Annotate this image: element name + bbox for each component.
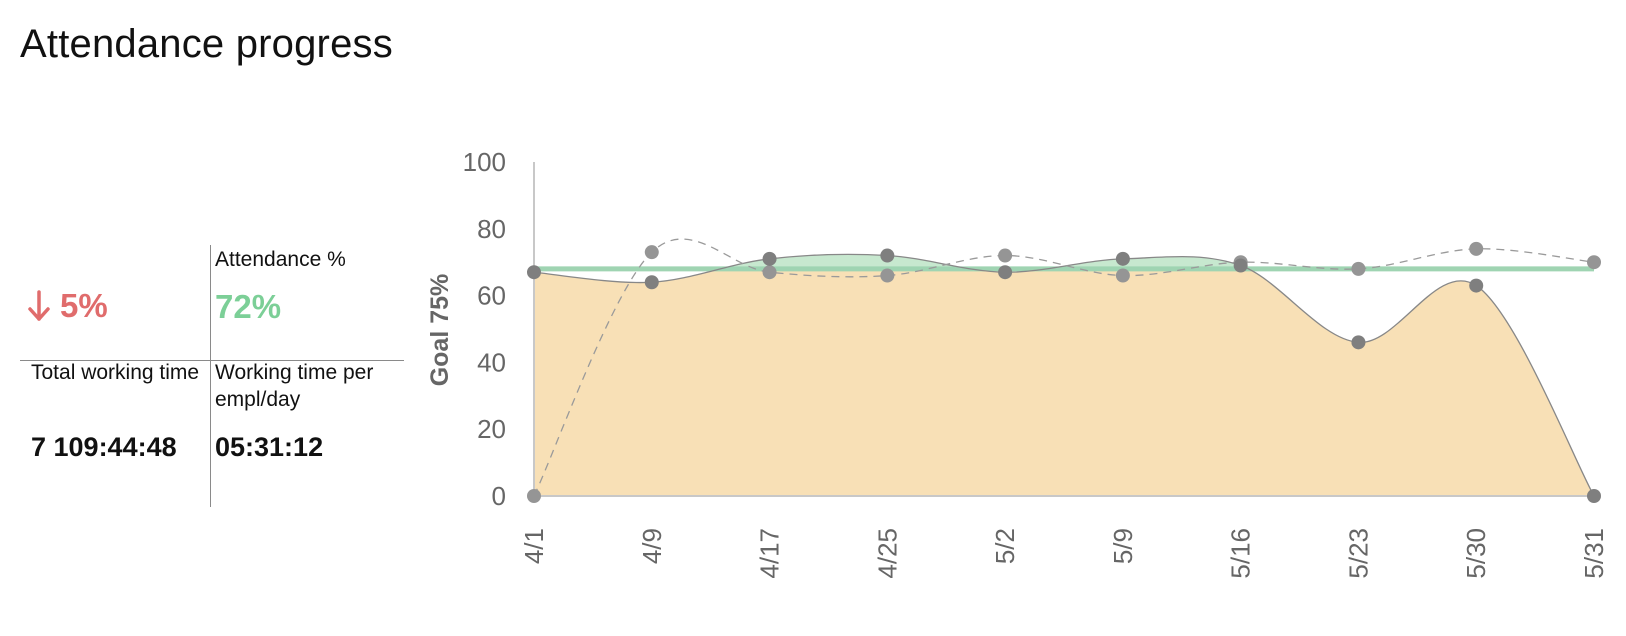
point-actual-4/9 [644,275,659,290]
point-comparison-5/30 [1469,241,1484,256]
per-day-value: 05:31:12 [215,432,324,462]
area-actual [534,254,1594,496]
kpi-vertical-divider [210,245,211,507]
series-comparison-line [533,238,1595,497]
kpi-panel: 5% Attendance % 72% Total working time 7… [20,245,404,507]
x-tick-label: 5/31 [1579,528,1609,579]
attendance-value: 72% [215,288,282,325]
x-tick-label: 5/16 [1226,528,1256,579]
series-actual-line [533,253,1595,497]
kpi-horizontal-divider [20,360,404,361]
point-comparison-5/2 [998,248,1013,263]
point-comparison-4/17 [762,265,777,280]
point-comparison-5/31 [1587,255,1601,270]
x-tick-label: 5/9 [1108,528,1138,564]
point-comparison-4/9 [644,245,659,260]
attendance-label: Attendance % [215,248,346,271]
change-trend: 5% [28,287,108,325]
total-working-time-value: 7 109:44:48 [31,432,177,462]
y-tick-label: 60 [477,281,506,311]
point-actual-5/23 [1351,335,1366,350]
x-tick-label: 5/23 [1343,528,1373,579]
point-comparison-5/23 [1351,261,1366,276]
x-tick-label: 4/17 [755,528,785,579]
point-actual-5/9 [1115,251,1130,266]
y-tick-label: 20 [477,414,506,444]
point-actual-5/30 [1469,278,1484,293]
point-actual-4/17 [762,251,777,266]
point-comparison-4/25 [880,268,895,283]
y-axis-title: Goal 75% [426,274,454,387]
x-tick-label: 5/30 [1461,528,1491,579]
point-actual-5/2 [998,265,1013,280]
y-tick-label: 80 [477,214,506,244]
y-tick-label: 0 [492,481,506,511]
point-comparison-4/1 [527,489,541,503]
arrow-down-icon [28,290,50,322]
point-actual-5/31 [1587,489,1601,503]
x-tick-label: 4/1 [519,528,549,564]
point-actual-5/16 [1233,258,1248,273]
y-tick-label: 100 [463,147,506,177]
point-actual-4/25 [880,248,895,263]
per-day-label: Working time per empl/day [215,361,374,411]
area-above-goal [720,254,1249,269]
total-working-time-label: Total working time [31,361,200,384]
change-value: 5% [60,287,108,324]
y-tick-label: 40 [477,347,506,377]
x-tick-label: 4/9 [637,528,667,564]
x-tick-label: 5/2 [990,528,1020,564]
x-tick-label: 4/25 [872,528,902,579]
point-actual-4/1 [527,265,541,280]
page-title: Attendance progress [20,22,393,66]
point-comparison-5/9 [1115,268,1130,283]
